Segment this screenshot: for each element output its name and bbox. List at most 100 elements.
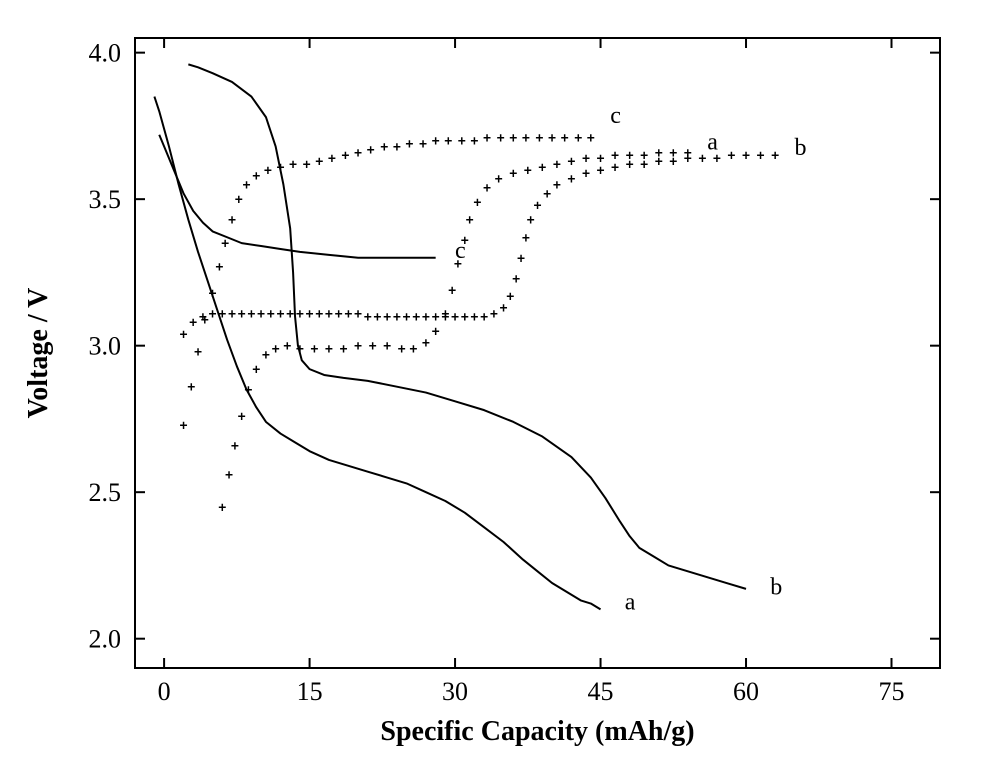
svg-text:+: + xyxy=(221,237,229,252)
svg-text:+: + xyxy=(574,131,582,146)
svg-text:+: + xyxy=(497,131,505,146)
svg-text:+: + xyxy=(187,380,195,395)
svg-text:+: + xyxy=(527,213,535,228)
y-tick-label: 2.0 xyxy=(89,625,122,654)
x-axis-title: Specific Capacity (mAh/g) xyxy=(380,716,694,747)
svg-text:+: + xyxy=(238,307,246,322)
svg-text:+: + xyxy=(640,158,648,173)
svg-text:+: + xyxy=(209,286,217,301)
svg-text:+: + xyxy=(243,178,251,193)
svg-text:+: + xyxy=(509,131,517,146)
svg-text:+: + xyxy=(354,307,362,322)
svg-text:+: + xyxy=(367,143,375,158)
svg-text:+: + xyxy=(231,439,239,454)
y-tick-label: 4.0 xyxy=(89,39,122,68)
svg-text:+: + xyxy=(289,158,297,173)
svg-text:+: + xyxy=(315,155,323,170)
svg-text:+: + xyxy=(536,131,544,146)
y-tick-label: 3.5 xyxy=(89,185,122,214)
svg-text:+: + xyxy=(189,316,197,331)
svg-text:+: + xyxy=(306,307,314,322)
svg-text:+: + xyxy=(328,152,336,167)
svg-text:+: + xyxy=(252,169,260,184)
svg-text:+: + xyxy=(235,193,243,208)
svg-text:+: + xyxy=(524,163,532,178)
svg-text:+: + xyxy=(432,310,440,325)
svg-text:+: + xyxy=(342,149,350,164)
svg-text:+: + xyxy=(393,310,401,325)
label-a-charge: a xyxy=(707,129,718,155)
svg-text:+: + xyxy=(517,251,525,266)
svg-text:+: + xyxy=(742,149,750,164)
svg-text:+: + xyxy=(228,307,236,322)
svg-text:+: + xyxy=(262,348,270,363)
svg-text:+: + xyxy=(311,342,319,357)
svg-text:+: + xyxy=(340,342,348,357)
svg-text:+: + xyxy=(209,307,217,322)
svg-text:+: + xyxy=(412,310,420,325)
svg-text:+: + xyxy=(597,163,605,178)
svg-text:+: + xyxy=(698,152,706,167)
svg-text:+: + xyxy=(626,158,634,173)
svg-text:+: + xyxy=(393,140,401,155)
svg-text:+: + xyxy=(684,152,692,167)
svg-text:+: + xyxy=(655,155,663,170)
svg-text:+: + xyxy=(267,307,275,322)
svg-text:+: + xyxy=(403,310,411,325)
svg-text:+: + xyxy=(587,131,595,146)
x-tick-label: 45 xyxy=(588,677,614,706)
series-a-discharge xyxy=(154,97,600,610)
svg-text:+: + xyxy=(422,336,430,351)
svg-text:+: + xyxy=(471,310,479,325)
svg-text:+: + xyxy=(409,342,417,357)
svg-text:+: + xyxy=(380,140,388,155)
svg-text:+: + xyxy=(512,272,520,287)
svg-text:+: + xyxy=(509,166,517,181)
svg-text:+: + xyxy=(180,418,188,433)
series-a-charge: ++++++++++++++++++++++++++++++++++++++++… xyxy=(218,146,692,516)
svg-text:+: + xyxy=(277,307,285,322)
svg-text:+: + xyxy=(180,327,188,342)
svg-text:+: + xyxy=(406,137,414,152)
svg-text:+: + xyxy=(296,307,304,322)
svg-text:+: + xyxy=(283,339,291,354)
svg-text:+: + xyxy=(325,342,333,357)
svg-text:+: + xyxy=(582,166,590,181)
svg-text:+: + xyxy=(757,149,765,164)
series-c-charge: +++++++++++++++++++++++++++++++++++++ xyxy=(180,131,595,433)
svg-text:+: + xyxy=(553,158,561,173)
svg-text:+: + xyxy=(325,307,333,322)
y-tick-label: 2.5 xyxy=(89,478,122,507)
svg-text:+: + xyxy=(441,310,449,325)
svg-text:+: + xyxy=(419,137,427,152)
svg-text:+: + xyxy=(543,187,551,202)
x-tick-label: 75 xyxy=(879,677,905,706)
svg-text:+: + xyxy=(374,310,382,325)
svg-text:+: + xyxy=(194,345,202,360)
svg-text:+: + xyxy=(458,134,466,149)
chart-svg: 015304560752.02.53.03.54.0Specific Capac… xyxy=(0,0,1000,778)
svg-text:+: + xyxy=(315,307,323,322)
x-tick-label: 0 xyxy=(158,677,171,706)
svg-text:+: + xyxy=(728,149,736,164)
svg-text:+: + xyxy=(277,160,285,175)
y-axis-title: Voltage / V xyxy=(23,288,54,419)
y-tick-label: 3.0 xyxy=(89,332,122,361)
svg-text:+: + xyxy=(483,131,491,146)
svg-text:+: + xyxy=(771,149,779,164)
svg-text:+: + xyxy=(561,131,569,146)
svg-text:+: + xyxy=(568,155,576,170)
svg-text:+: + xyxy=(398,342,406,357)
svg-text:+: + xyxy=(669,155,677,170)
svg-text:+: + xyxy=(215,260,223,275)
svg-text:+: + xyxy=(218,500,226,515)
svg-text:+: + xyxy=(432,325,440,340)
svg-text:+: + xyxy=(422,310,430,325)
svg-text:+: + xyxy=(303,158,311,173)
label-b-discharge: b xyxy=(770,575,782,601)
svg-text:+: + xyxy=(522,231,530,246)
svg-text:+: + xyxy=(247,307,255,322)
svg-text:+: + xyxy=(466,213,474,228)
svg-text:+: + xyxy=(432,134,440,149)
svg-text:+: + xyxy=(553,178,561,193)
